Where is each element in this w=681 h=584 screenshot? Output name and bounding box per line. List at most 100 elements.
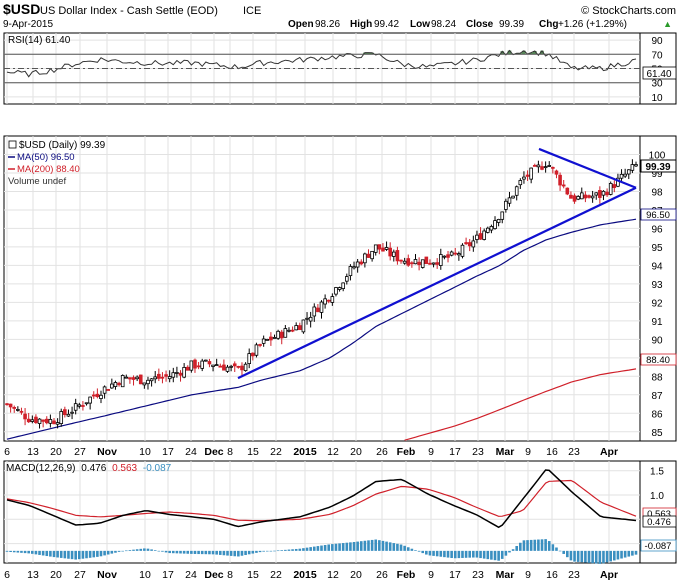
price-x-axis: 6 13 20 27 Nov 10 17 24 Dec 8 15 22 2015 12 20 26 Feb 9 17… xyxy=(4,446,618,458)
candle-body xyxy=(337,287,342,290)
histogram-bar xyxy=(229,550,233,556)
x-tick-label: Dec xyxy=(204,569,223,581)
histogram-bar xyxy=(251,550,255,554)
candle-body xyxy=(540,166,544,170)
candle-body xyxy=(612,184,617,188)
candle-body xyxy=(449,251,454,256)
histogram-bar xyxy=(103,550,106,556)
candle-body xyxy=(5,403,9,406)
rising-trendline xyxy=(237,186,637,380)
histogram-bar xyxy=(370,539,374,551)
histogram-bar xyxy=(49,550,52,557)
x-tick-label: 20 xyxy=(50,569,62,581)
macd-signal-line xyxy=(6,479,637,522)
x-tick-label: 16 xyxy=(546,569,558,581)
close-label: Close xyxy=(466,19,494,30)
candle-body xyxy=(283,328,288,338)
candle-body xyxy=(626,169,631,175)
histogram-bar xyxy=(179,550,182,554)
candle-body xyxy=(222,364,226,371)
histogram-bar xyxy=(110,550,114,554)
histogram-bar xyxy=(255,550,258,553)
candle-body xyxy=(493,220,497,230)
histogram-bar xyxy=(403,545,406,551)
close-value: 99.39 xyxy=(499,19,524,30)
candle-body xyxy=(623,173,627,177)
histogram-bar xyxy=(414,550,417,551)
histogram-bar xyxy=(623,550,627,558)
price-tick-label: 87 xyxy=(651,391,663,402)
x-tick-label: Apr xyxy=(600,446,618,458)
candle-body xyxy=(590,195,595,199)
symbol: $USD xyxy=(3,1,40,17)
signal-value-label: 0.563 xyxy=(647,509,671,520)
candle-body xyxy=(276,330,280,339)
candle-body xyxy=(41,419,45,422)
x-tick-label: 12 xyxy=(327,446,339,458)
candle-body xyxy=(460,244,465,257)
macd-tick-label: 1.5 xyxy=(650,467,664,478)
candle-body xyxy=(236,365,241,368)
histogram-bar xyxy=(374,539,378,551)
candle-body xyxy=(435,262,439,265)
candle-body xyxy=(294,325,298,331)
candle-body xyxy=(298,325,302,331)
histogram-bar xyxy=(52,550,56,558)
candle-body xyxy=(59,411,64,424)
candle-body xyxy=(478,233,483,240)
histogram-bar xyxy=(334,543,338,551)
candle-body xyxy=(359,261,364,265)
low-label: Low xyxy=(410,19,430,30)
histogram-bar xyxy=(190,550,193,554)
histogram-bar xyxy=(132,549,135,551)
candle-body xyxy=(572,195,577,202)
legend-ma200: MA(200) 88.40 xyxy=(17,164,80,175)
candle-body xyxy=(254,344,259,356)
open-label: Open xyxy=(288,19,314,30)
candle-body xyxy=(117,382,121,386)
candle-body xyxy=(131,377,136,380)
histogram-bar xyxy=(262,550,265,552)
histogram-bar xyxy=(63,550,67,559)
chg-label: Chg xyxy=(539,19,558,30)
high-label: High xyxy=(350,19,372,30)
candle-body xyxy=(272,337,277,339)
histogram-bar xyxy=(247,550,251,555)
histogram-bar xyxy=(56,550,59,558)
candle-body xyxy=(91,394,96,397)
x-tick-label: 17 xyxy=(162,446,174,458)
histogram-bar xyxy=(168,550,171,554)
candle-body xyxy=(55,422,60,425)
x-tick-label: 10 xyxy=(139,446,151,458)
histogram-bar xyxy=(218,550,222,555)
candle-body xyxy=(475,234,479,240)
histogram-bar xyxy=(316,546,320,551)
instrument-name: US Dollar Index - Cash Settle (EOD) xyxy=(40,5,218,17)
x-tick-label: 17 xyxy=(449,569,461,581)
candle-body xyxy=(95,393,100,398)
candle-body xyxy=(312,306,317,317)
histogram-bar xyxy=(175,550,179,554)
candle-body xyxy=(363,253,367,264)
histogram-bar xyxy=(576,550,580,562)
histogram-bar xyxy=(215,550,218,555)
x-tick-label: 8 xyxy=(227,446,233,458)
histogram-bar xyxy=(472,550,475,558)
candle-body xyxy=(446,254,450,258)
x-tick-label: 9 xyxy=(428,446,434,458)
histogram-bar xyxy=(200,550,204,555)
candle-body xyxy=(225,366,230,372)
candle-body xyxy=(399,259,403,262)
histogram-bar xyxy=(244,550,247,556)
candle-body xyxy=(167,376,172,380)
histogram-bar xyxy=(74,550,77,560)
ma50-value-label: 96.50 xyxy=(646,210,670,221)
histogram-bar xyxy=(417,550,421,552)
candle-body xyxy=(193,359,197,369)
candle-body xyxy=(373,244,378,253)
histogram-bar xyxy=(598,550,602,564)
candle-body xyxy=(243,363,248,372)
histogram-bar xyxy=(468,550,472,558)
histogram-bar xyxy=(320,545,323,551)
price-tick-label: 95 xyxy=(651,243,663,254)
